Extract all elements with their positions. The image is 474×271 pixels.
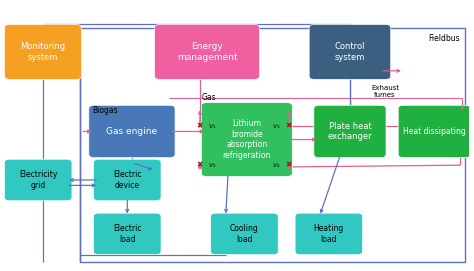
Text: Energy
management: Energy management bbox=[177, 42, 237, 62]
Text: Heat dissipating: Heat dissipating bbox=[403, 127, 465, 136]
Text: Electric
load: Electric load bbox=[113, 224, 142, 244]
Text: ✖: ✖ bbox=[197, 122, 203, 131]
Text: Biogas: Biogas bbox=[92, 106, 118, 115]
Text: Electricity
grid: Electricity grid bbox=[19, 170, 57, 190]
Text: Lithium
bromide
absorption
refrigeration: Lithium bromide absorption refrigeration bbox=[223, 120, 271, 160]
Text: Plate heat
exchanger: Plate heat exchanger bbox=[328, 122, 372, 141]
Text: Cooling
load: Cooling load bbox=[230, 224, 259, 244]
FancyBboxPatch shape bbox=[89, 105, 175, 158]
Text: $V_1$: $V_1$ bbox=[209, 122, 217, 131]
FancyBboxPatch shape bbox=[155, 24, 259, 79]
Text: ✖: ✖ bbox=[197, 161, 203, 170]
FancyBboxPatch shape bbox=[4, 24, 82, 79]
Text: ✖: ✖ bbox=[286, 161, 292, 170]
FancyBboxPatch shape bbox=[314, 105, 386, 158]
Text: Control
system: Control system bbox=[335, 42, 365, 62]
Text: ✖: ✖ bbox=[286, 122, 292, 131]
Text: Electric
device: Electric device bbox=[113, 170, 142, 190]
Text: Monitoring
system: Monitoring system bbox=[20, 42, 65, 62]
Bar bbox=[81, 28, 465, 262]
Text: Gas engine: Gas engine bbox=[106, 127, 157, 136]
Text: $V_2$: $V_2$ bbox=[209, 161, 217, 170]
FancyBboxPatch shape bbox=[201, 103, 292, 176]
Text: Fieldbus: Fieldbus bbox=[428, 34, 460, 43]
Text: Exhaust
fumes: Exhaust fumes bbox=[371, 85, 399, 98]
FancyBboxPatch shape bbox=[309, 24, 391, 79]
FancyBboxPatch shape bbox=[398, 105, 470, 158]
FancyBboxPatch shape bbox=[295, 213, 363, 255]
FancyBboxPatch shape bbox=[211, 213, 278, 255]
FancyBboxPatch shape bbox=[93, 213, 161, 255]
Text: Heating
load: Heating load bbox=[314, 224, 344, 244]
FancyBboxPatch shape bbox=[4, 159, 72, 201]
FancyBboxPatch shape bbox=[93, 159, 161, 201]
Text: $V_3$: $V_3$ bbox=[272, 122, 281, 131]
Text: Gas: Gas bbox=[202, 93, 217, 102]
Text: $V_4$: $V_4$ bbox=[272, 161, 281, 170]
